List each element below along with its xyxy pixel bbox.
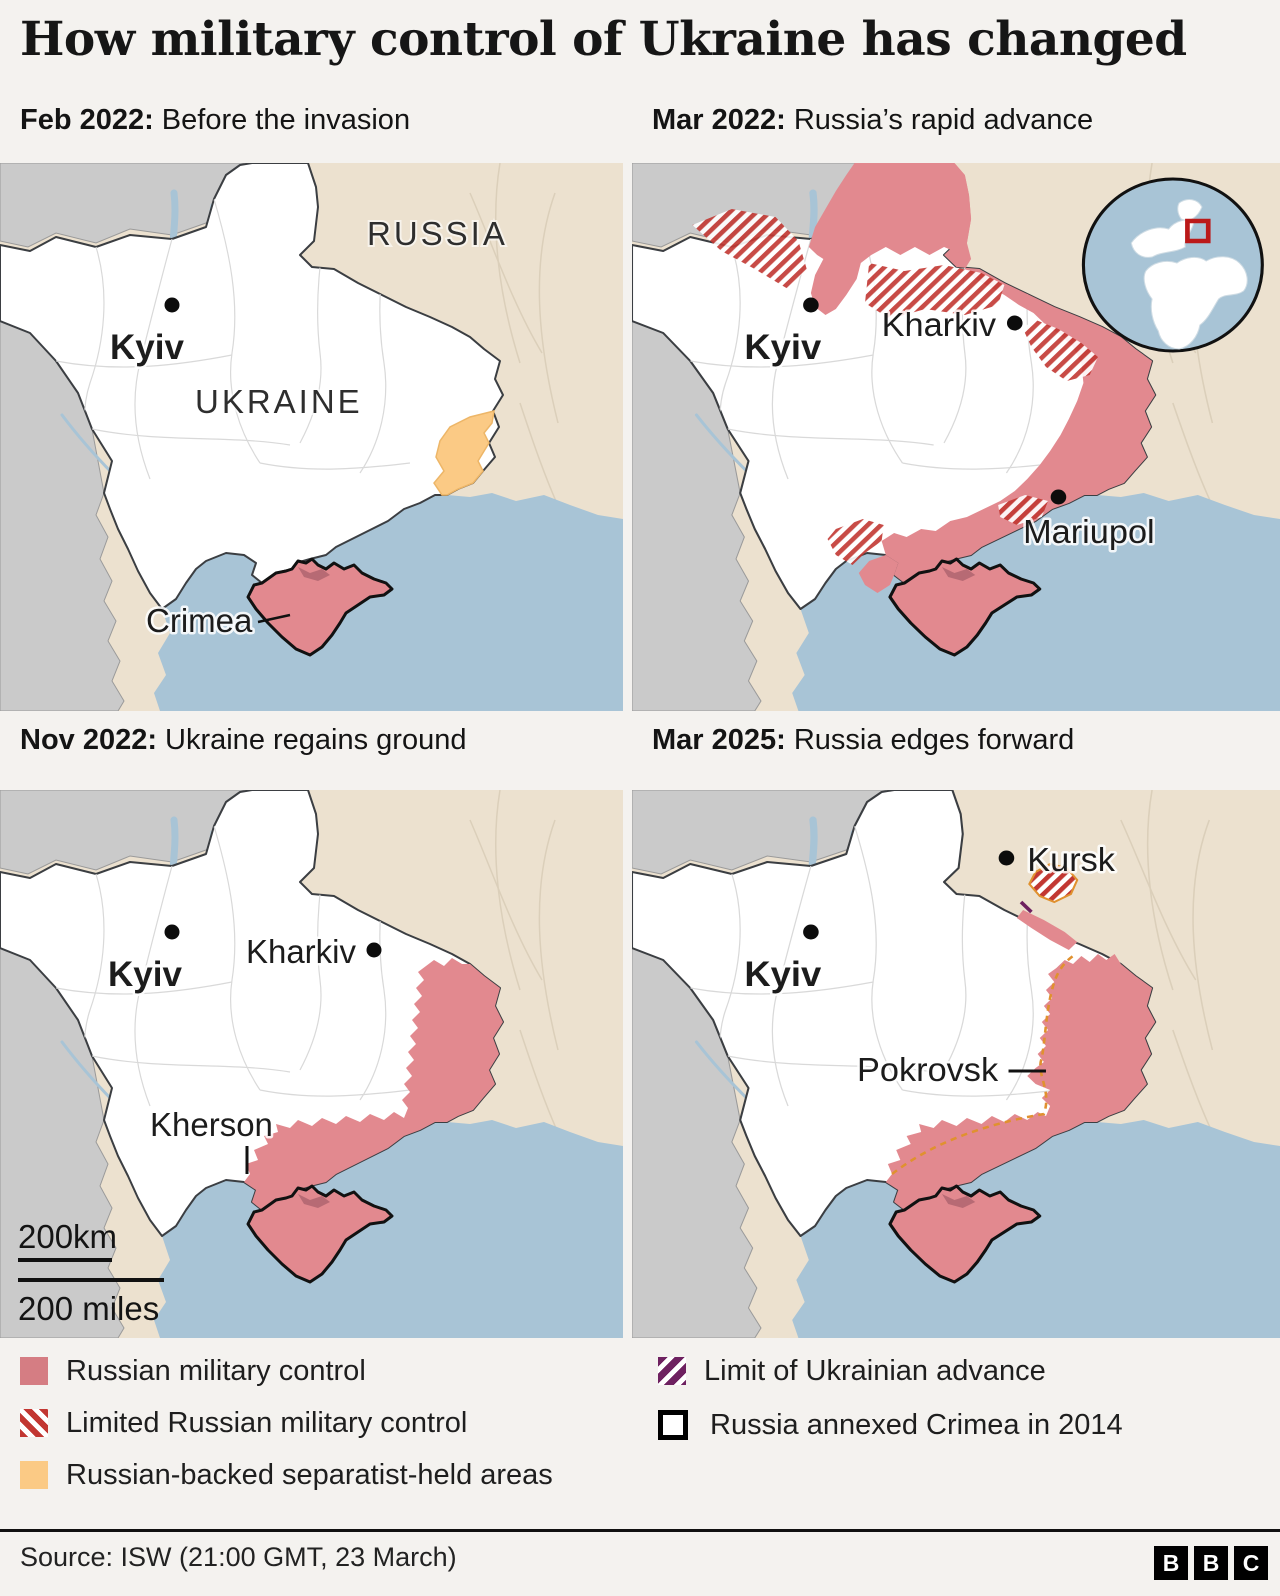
city-dot-kyiv [164, 297, 180, 313]
map-panel-nov-2022: Kyiv Kharkiv Kherson 200km 200 miles [0, 790, 623, 1338]
panel-caption: Ukraine regains ground [165, 724, 467, 756]
city-dot-kyiv [803, 924, 819, 940]
legend-label: Russia annexed Crimea in 2014 [710, 1408, 1123, 1441]
russian-control-area [244, 958, 503, 1210]
city-dot-mariupol [1050, 489, 1067, 505]
bbc-logo-block: B [1194, 1546, 1228, 1580]
russian-control-border-sliver [1016, 910, 1078, 950]
label-kyiv: Kyiv [110, 328, 184, 367]
panel-caption: Russia’s rapid advance [793, 104, 1094, 136]
label-kyiv: Kyiv [744, 955, 821, 994]
legend-item-annexed-crimea: Russia annexed Crimea in 2014 [658, 1408, 1123, 1442]
panel-header-mar-2022: Mar 2022: Russia’s rapid advance [652, 104, 1093, 137]
panel-caption: Russia edges forward [793, 724, 1075, 756]
label-kharkiv: Kharkiv [882, 308, 997, 344]
ukrainian-advance-swatch [658, 1357, 686, 1385]
label-kursk: Kursk [1027, 843, 1115, 879]
label-kyiv: Kyiv [744, 328, 821, 367]
svg-text:200 miles: 200 miles [18, 1290, 159, 1327]
label-ukraine: UKRAINE [195, 383, 363, 420]
russian-control-swatch [20, 1357, 48, 1385]
map-panel-feb-2022: RUSSIA UKRAINE Kyiv Crimea [0, 163, 623, 711]
legend-item-ukrainian-advance: Limit of Ukrainian advance [658, 1354, 1046, 1388]
label-crimea: Crimea [146, 602, 253, 639]
crimea-pointer [257, 613, 291, 624]
panel-date: Feb 2022: [20, 104, 154, 136]
panel-caption: Before the invasion [161, 104, 411, 136]
legend-label: Limited Russian military control [66, 1406, 468, 1439]
city-dot-kyiv [164, 924, 180, 940]
bbc-logo-block: C [1234, 1546, 1268, 1580]
separatist-area [433, 409, 495, 496]
label-kharkiv: Kharkiv [246, 933, 357, 970]
panel-date: Nov 2022: [20, 724, 158, 756]
source-credit: Source: ISW (21:00 GMT, 23 March) [20, 1542, 457, 1572]
scale-bar: 200km 200 miles [18, 1218, 164, 1327]
legend-label: Russian-backed separatist-held areas [66, 1458, 553, 1491]
panel-header-nov-2022: Nov 2022: Ukraine regains ground [20, 724, 466, 757]
label-pokrovsk: Pokrovsk [857, 1053, 998, 1089]
page-title: How military control of Ukraine has chan… [20, 12, 1187, 67]
globe-locator-square [1185, 218, 1211, 244]
bbc-logo: B B C [1154, 1546, 1268, 1580]
russian-control-kherson-west [858, 555, 899, 593]
legend-label: Limit of Ukrainian advance [704, 1354, 1046, 1387]
label-mariupol: Mariupol [1023, 515, 1155, 551]
panel-date: Mar 2022: [652, 104, 786, 136]
panel-header-mar-2025: Mar 2025: Russia edges forward [652, 724, 1074, 757]
limited-control-areas [692, 209, 1098, 565]
separatist-swatch [20, 1461, 48, 1489]
annexed-crimea-swatch [658, 1410, 688, 1440]
russian-control-north [808, 163, 972, 315]
panel-header-feb-2022: Feb 2022: Before the invasion [20, 104, 410, 137]
label-kyiv: Kyiv [108, 955, 182, 994]
panel-date: Mar 2025: [652, 724, 786, 756]
svg-text:200km: 200km [18, 1218, 117, 1255]
city-dot-kursk [998, 850, 1015, 866]
footer-divider [0, 1529, 1280, 1532]
kursk-incursion-area [1028, 862, 1079, 904]
map-panel-mar-2022: Kyiv Kharkiv Mariupol [632, 163, 1280, 711]
city-dot-kyiv [803, 297, 819, 313]
city-dot-kharkiv [366, 942, 382, 958]
city-dot-kharkiv [1006, 315, 1023, 331]
globe-inset [1081, 177, 1264, 353]
limited-control-swatch [20, 1409, 48, 1437]
label-kherson: Kherson [150, 1106, 273, 1143]
legend-label: Russian military control [66, 1354, 366, 1387]
label-russia: RUSSIA [367, 215, 508, 252]
front-line-dashes [891, 955, 1074, 1175]
russian-control-area [885, 954, 1156, 1210]
bbc-logo-block: B [1154, 1546, 1188, 1580]
map-panel-mar-2025: Kyiv Kursk Pokrovsk [632, 790, 1280, 1338]
legend-item-russian-control: Russian military control [20, 1354, 366, 1388]
russian-control-area [881, 163, 1156, 583]
legend-item-separatist-areas: Russian-backed separatist-held areas [20, 1458, 553, 1492]
ukrainian-advance-tick [1019, 900, 1033, 914]
legend-item-limited-control: Limited Russian military control [20, 1406, 467, 1440]
